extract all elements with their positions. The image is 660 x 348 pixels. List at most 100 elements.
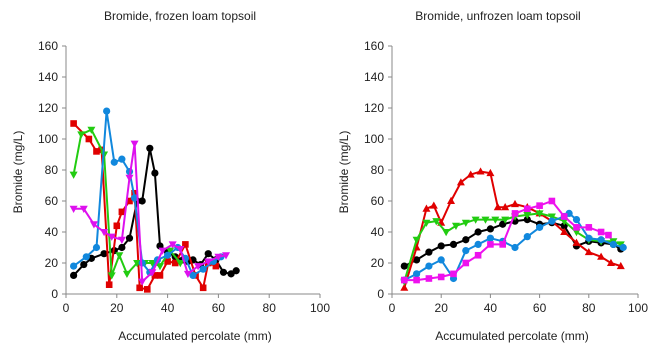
data-point xyxy=(486,168,495,177)
data-point xyxy=(156,272,164,279)
data-point xyxy=(536,223,544,231)
data-point xyxy=(199,265,207,273)
y-tick-label: 140 xyxy=(364,70,384,84)
data-point xyxy=(422,204,431,212)
data-point xyxy=(70,262,78,270)
data-point xyxy=(422,219,431,227)
data-point xyxy=(80,260,88,269)
data-point xyxy=(432,218,441,226)
y-tick-label: 160 xyxy=(38,39,58,53)
data-point xyxy=(232,267,240,275)
data-point xyxy=(536,202,543,209)
data-point xyxy=(560,227,569,235)
data-point xyxy=(130,194,139,202)
data-point xyxy=(400,262,408,270)
data-point xyxy=(474,240,482,248)
data-point xyxy=(437,242,445,250)
data-point xyxy=(523,233,531,241)
data-point xyxy=(100,250,108,258)
data-point xyxy=(77,131,86,139)
data-point xyxy=(461,219,470,227)
data-point xyxy=(413,256,421,264)
data-point xyxy=(523,216,531,224)
data-point xyxy=(511,199,519,208)
data-point xyxy=(548,197,556,205)
data-point xyxy=(437,256,445,264)
series-layer xyxy=(69,107,240,293)
data-point xyxy=(462,247,470,255)
x-axis-label: Accumulated percolate (mm) xyxy=(118,329,271,343)
data-point xyxy=(70,120,77,127)
data-point xyxy=(115,252,124,260)
data-point xyxy=(572,216,581,224)
data-point xyxy=(400,283,409,291)
data-point xyxy=(616,261,625,270)
data-point xyxy=(166,247,175,255)
x-tick-label: 100 xyxy=(628,301,648,315)
data-point xyxy=(204,250,212,258)
data-point xyxy=(219,268,228,276)
x-tick-label: 60 xyxy=(212,301,226,315)
chart-frozen-loam: Bromide, frozen loam topsoil 0 20 40 60 80 10… xyxy=(11,9,330,343)
data-point xyxy=(212,262,220,270)
y-tick-label: 80 xyxy=(371,163,385,177)
axes: 0 20 40 60 80 100 0 20 40 60 80 100 120 140 160 xyxy=(364,39,648,315)
data-point xyxy=(143,286,151,293)
data-point xyxy=(573,224,580,231)
y-axis-label: Bromide (mg/L) xyxy=(337,131,351,214)
data-point xyxy=(92,243,101,252)
data-point xyxy=(413,270,421,278)
data-point xyxy=(89,221,98,229)
data-point xyxy=(609,240,618,248)
data-point xyxy=(168,241,177,249)
data-point xyxy=(462,236,470,244)
data-point xyxy=(597,236,605,244)
data-point xyxy=(437,273,445,281)
data-point xyxy=(189,271,197,279)
data-point xyxy=(155,263,164,271)
data-point xyxy=(511,210,519,217)
data-point xyxy=(481,216,490,224)
data-point xyxy=(501,203,510,211)
data-point xyxy=(429,201,438,209)
data-point xyxy=(451,222,460,230)
data-point xyxy=(572,238,581,246)
data-point xyxy=(87,126,96,134)
x-tick-label: 20 xyxy=(435,301,449,315)
data-point xyxy=(199,284,207,292)
x-tick-label: 40 xyxy=(161,301,175,315)
data-point xyxy=(82,253,90,261)
data-point xyxy=(471,216,480,224)
data-point xyxy=(107,233,116,241)
data-point xyxy=(69,205,78,213)
data-point xyxy=(474,228,482,236)
data-point xyxy=(148,269,157,277)
data-point xyxy=(105,281,113,288)
data-point xyxy=(146,144,154,152)
data-point xyxy=(138,197,146,205)
series-5 xyxy=(69,140,231,286)
data-point xyxy=(474,251,482,259)
series-line xyxy=(403,212,624,281)
y-tick-label: 60 xyxy=(371,194,385,208)
y-tick-label: 40 xyxy=(371,225,385,239)
data-point xyxy=(122,270,131,279)
data-point xyxy=(183,270,192,279)
data-point xyxy=(194,263,203,271)
data-point xyxy=(171,259,179,267)
data-point xyxy=(176,246,185,254)
data-point xyxy=(100,229,109,237)
data-point xyxy=(148,260,157,268)
data-point xyxy=(214,253,223,261)
y-tick-label: 140 xyxy=(38,70,58,84)
x-tick-label: 100 xyxy=(310,301,330,315)
series-line xyxy=(403,170,622,289)
y-tick-label: 80 xyxy=(45,163,59,177)
data-point xyxy=(151,272,159,279)
data-point xyxy=(560,213,568,220)
x-tick-label: 80 xyxy=(582,301,596,315)
x-tick-label: 60 xyxy=(533,301,547,315)
data-point xyxy=(117,236,126,244)
data-point xyxy=(456,178,465,186)
